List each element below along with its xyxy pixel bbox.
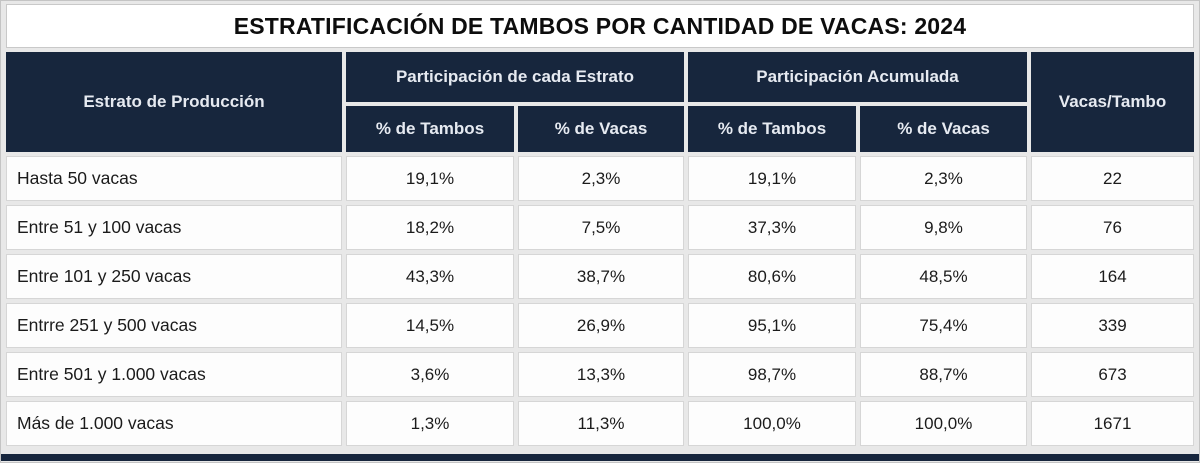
data-cell: 48,5% [860, 254, 1027, 299]
header-sub-pct-vacas-acumulada: % de Vacas [860, 106, 1027, 152]
data-cell: 7,5% [518, 205, 684, 250]
header-sub-pct-tambos-acumulada: % de Tambos [688, 106, 856, 152]
row-label: Entrre 251 y 500 vacas [6, 303, 342, 348]
header-stratum: Estrato de Producción [6, 52, 342, 152]
data-cell: 88,7% [860, 352, 1027, 397]
data-cell: 9,8% [860, 205, 1027, 250]
data-cell: 14,5% [346, 303, 514, 348]
data-cell: 3,6% [346, 352, 514, 397]
data-cell: 19,1% [346, 156, 514, 201]
data-cell: 43,3% [346, 254, 514, 299]
data-cell: 13,3% [518, 352, 684, 397]
data-cell: 75,4% [860, 303, 1027, 348]
header-vacas-tambo: Vacas/Tambo [1031, 52, 1194, 152]
data-cell: 339 [1031, 303, 1194, 348]
header-group-participacion-acumulada: Participación Acumulada [688, 52, 1027, 102]
row-label: Entre 51 y 100 vacas [6, 205, 342, 250]
data-cell: 18,2% [346, 205, 514, 250]
data-cell: 100,0% [860, 401, 1027, 446]
data-cell: 95,1% [688, 303, 856, 348]
stratification-table: Estrato de Producción Participación de c… [6, 52, 1194, 446]
data-cell: 19,1% [688, 156, 856, 201]
row-label: Entre 101 y 250 vacas [6, 254, 342, 299]
data-cell: 80,6% [688, 254, 856, 299]
header-sub-pct-vacas-estrato: % de Vacas [518, 106, 684, 152]
data-cell: 38,7% [518, 254, 684, 299]
data-cell: 37,3% [688, 205, 856, 250]
header-group-participacion-estrato: Participación de cada Estrato [346, 52, 684, 102]
row-label: Entre 501 y 1.000 vacas [6, 352, 342, 397]
row-label: Más de 1.000 vacas [6, 401, 342, 446]
data-cell: 2,3% [860, 156, 1027, 201]
data-cell: 98,7% [688, 352, 856, 397]
data-cell: 1671 [1031, 401, 1194, 446]
bottom-border-bar [1, 454, 1199, 461]
data-cell: 2,3% [518, 156, 684, 201]
data-cell: 673 [1031, 352, 1194, 397]
row-label: Hasta 50 vacas [6, 156, 342, 201]
data-cell: 164 [1031, 254, 1194, 299]
header-sub-pct-tambos-estrato: % de Tambos [346, 106, 514, 152]
data-cell: 1,3% [346, 401, 514, 446]
data-cell: 76 [1031, 205, 1194, 250]
data-cell: 26,9% [518, 303, 684, 348]
data-cell: 100,0% [688, 401, 856, 446]
data-cell: 11,3% [518, 401, 684, 446]
data-cell: 22 [1031, 156, 1194, 201]
page-title: ESTRATIFICACIÓN DE TAMBOS POR CANTIDAD D… [6, 4, 1194, 48]
